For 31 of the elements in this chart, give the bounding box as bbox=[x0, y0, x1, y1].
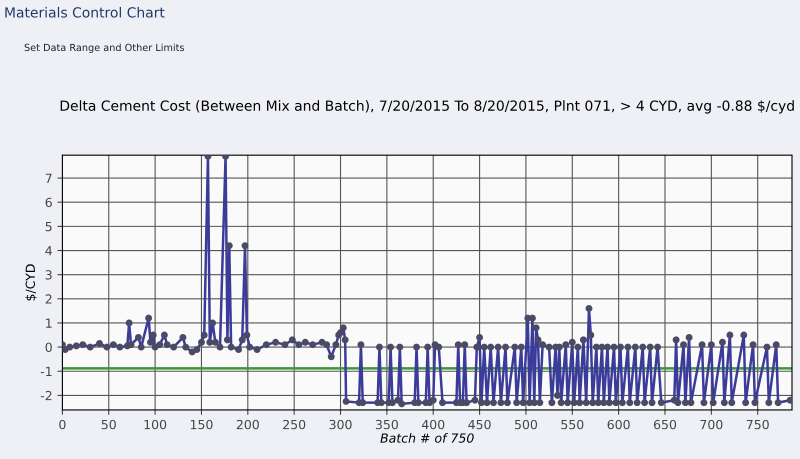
x-tick-label: 700 bbox=[700, 420, 722, 430]
y-tick-label: 7 bbox=[46, 174, 52, 183]
y-tick-label: -2 bbox=[40, 390, 52, 400]
y-axis-title: $/CYD bbox=[25, 264, 37, 300]
x-tick-label: 350 bbox=[376, 420, 398, 430]
text: Materials Control Chart bbox=[5, 6, 165, 18]
text: Set Data Range and Other Limits bbox=[24, 44, 184, 54]
x-tick-label: 250 bbox=[283, 420, 306, 430]
x-tick-label: 100 bbox=[144, 420, 166, 430]
y-tick-label: 4 bbox=[45, 246, 52, 256]
x-axis-title: Batch # of 750 bbox=[380, 433, 474, 443]
y-tick-label: 2 bbox=[46, 294, 52, 304]
x-tick-label: 450 bbox=[468, 420, 491, 430]
x-tick-label: 200 bbox=[236, 420, 259, 430]
x-tick-label: 550 bbox=[561, 420, 584, 430]
x-tick-label: 0 bbox=[59, 420, 66, 430]
x-tick-label: 500 bbox=[514, 420, 538, 430]
chart-title: Delta Cement Cost (Between Mix and Batch), 7/20/2015 To 8/20/2015, Plnt 071, > 4 CYD, avg -0.88 $/cyd bbox=[60, 100, 794, 114]
y-tick-label: 3 bbox=[46, 270, 52, 280]
x-tick-label: 400 bbox=[422, 420, 444, 430]
x-tick-label: 300 bbox=[330, 420, 352, 430]
x-tick-label: 600 bbox=[608, 420, 630, 430]
y-tick-label: 1 bbox=[46, 318, 52, 328]
y-tick-label: 6 bbox=[46, 198, 52, 208]
y-tick-label: 0 bbox=[46, 342, 52, 352]
x-tick-label: 750 bbox=[746, 420, 769, 430]
x-tick-label: 150 bbox=[190, 420, 213, 430]
y-tick-label: -1 bbox=[40, 366, 52, 376]
x-tick-label: 50 bbox=[102, 420, 116, 430]
y-tick-label: 5 bbox=[46, 222, 52, 232]
x-tick-label: 650 bbox=[654, 420, 676, 430]
